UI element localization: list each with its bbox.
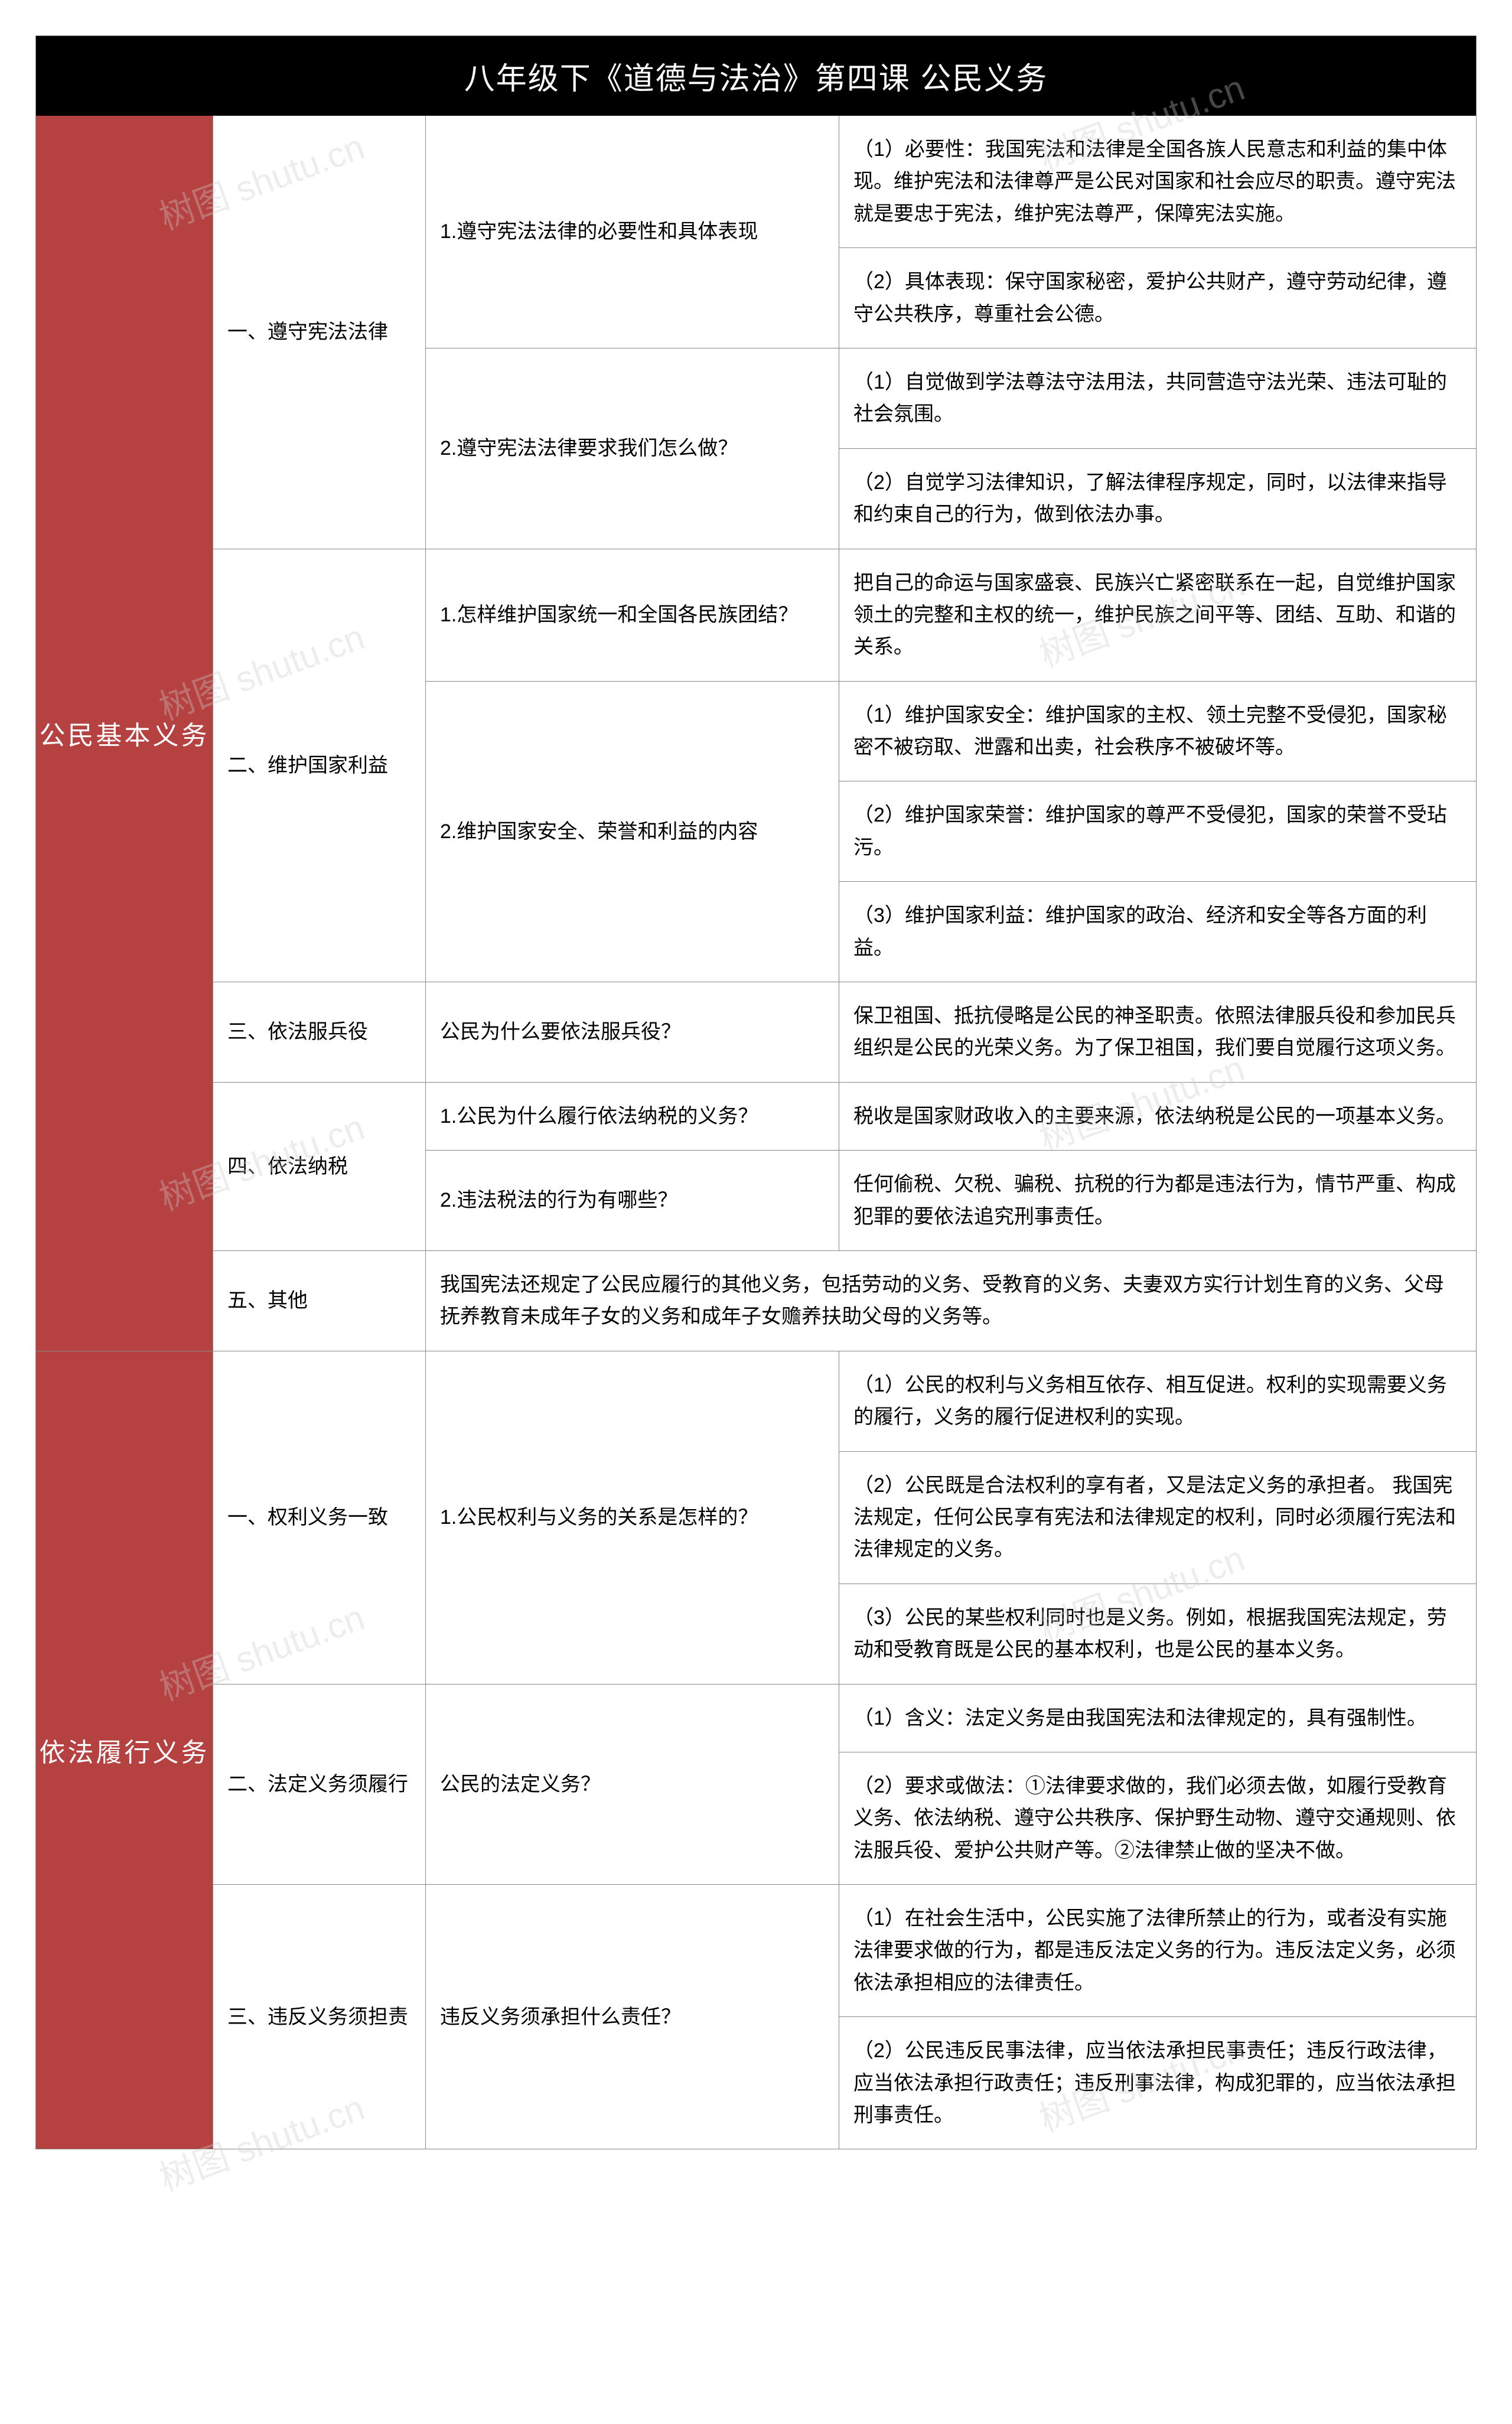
sub-row: 2.维护国家安全、荣誉和利益的内容（1）维护国家安全：维护国家的主权、领土完整不… [426, 681, 1476, 982]
row-topic: 二、维护国家利益 [213, 549, 426, 982]
section-head: 公民基本义务 [36, 116, 213, 1351]
answer-group: 把自己的命运与国家盛衰、民族兴亡紧密联系在一起，自觉维护国家领土的完整和主权的统… [839, 549, 1476, 681]
table-row: 四、依法纳税1.公民为什么履行依法纳税的义务？税收是国家财政收入的主要来源，依法… [213, 1082, 1476, 1250]
table-body: 公民基本义务一、遵守宪法法律1.遵守宪法法律的必要性和具体表现（1）必要性：我国… [36, 116, 1476, 2149]
table-row: 一、权利义务一致1.公民权利与义务的关系是怎样的？（1）公民的权利与义务相互依存… [213, 1351, 1476, 1684]
answer-cell: （1）自觉做到学法尊法守法用法，共同营造守法光荣、违法可耻的社会氛围。 [839, 348, 1476, 448]
answer-cell: （3）维护国家利益：维护国家的政治、经济和安全等各方面的利益。 [839, 881, 1476, 982]
answer-cell: （1）含义：法定义务是由我国宪法和法律规定的，具有强制性。 [839, 1685, 1476, 1752]
sub-row: 1.公民为什么履行依法纳税的义务？税收是国家财政收入的主要来源，依法纳税是公民的… [426, 1083, 1476, 1150]
table-row: 三、违反义务须担责违反义务须承担什么责任？（1）在社会生活中，公民实施了法律所禁… [213, 1884, 1476, 2149]
table-row: 二、法定义务须履行公民的法定义务？（1）含义：法定义务是由我国宪法和法律规定的，… [213, 1684, 1476, 1885]
sub-group: 公民的法定义务？（1）含义：法定义务是由我国宪法和法律规定的，具有强制性。（2）… [426, 1685, 1476, 1885]
sub-row: 1.怎样维护国家统一和全国各民族团结？把自己的命运与国家盛衰、民族兴亡紧密联系在… [426, 549, 1476, 681]
answer-cell: （1）在社会生活中，公民实施了法律所禁止的行为，或者没有实施法律要求做的行为，都… [839, 1885, 1476, 2016]
sub-question: 公民的法定义务？ [426, 1685, 839, 1885]
sub-question: 1.公民为什么履行依法纳税的义务？ [426, 1083, 839, 1150]
answer-group: （1）自觉做到学法尊法守法用法，共同营造守法光荣、违法可耻的社会氛围。（2）自觉… [839, 348, 1476, 549]
row-topic: 三、依法服兵役 [213, 982, 426, 1082]
sub-row: 公民为什么要依法服兵役？保卫祖国、抵抗侵略是公民的神圣职责。依照法律服兵役和参加… [426, 982, 1476, 1082]
sub-question: 2.违法税法的行为有哪些？ [426, 1151, 839, 1250]
sub-row: 公民的法定义务？（1）含义：法定义务是由我国宪法和法律规定的，具有强制性。（2）… [426, 1685, 1476, 1885]
row-topic: 一、遵守宪法法律 [213, 116, 426, 549]
answer-cell: （2）维护国家荣誉：维护国家的尊严不受侵犯，国家的荣誉不受玷污。 [839, 781, 1476, 881]
sub-question: 1.公民权利与义务的关系是怎样的？ [426, 1351, 839, 1684]
outline-table: 八年级下《道德与法治》第四课 公民义务 公民基本义务一、遵守宪法法律1.遵守宪法… [35, 35, 1477, 2149]
sub-row: 2.遵守宪法法律要求我们怎么做？（1）自觉做到学法尊法守法用法，共同营造守法光荣… [426, 348, 1476, 549]
sub-question: 1.遵守宪法法律的必要性和具体表现 [426, 116, 839, 348]
sub-question: 1.怎样维护国家统一和全国各民族团结？ [426, 549, 839, 681]
answer-cell: （2）公民违反民事法律，应当依法承担民事责任；违反行政法律，应当依法承担行政责任… [839, 2016, 1476, 2149]
answer-group: 税收是国家财政收入的主要来源，依法纳税是公民的一项基本义务。 [839, 1083, 1476, 1150]
answer-cell: （2）要求或做法：①法律要求做的，我们必须去做，如履行受教育义务、依法纳税、遵守… [839, 1752, 1476, 1884]
answer-cell: （1）维护国家安全：维护国家的主权、领土完整不受侵犯，国家秘密不被窃取、泄露和出… [839, 682, 1476, 781]
section-content: 一、遵守宪法法律1.遵守宪法法律的必要性和具体表现（1）必要性：我国宪法和法律是… [213, 116, 1476, 1351]
answer-group: （1）在社会生活中，公民实施了法律所禁止的行为，或者没有实施法律要求做的行为，都… [839, 1885, 1476, 2149]
answer-group: 任何偷税、欠税、骗税、抗税的行为都是违法行为，情节严重、构成犯罪的要依法追究刑事… [839, 1151, 1476, 1250]
answer-cell: （2）公民既是合法权利的享有者，又是法定义务的承担者。 我国宪法规定，任何公民享… [839, 1451, 1476, 1584]
table-row: 一、遵守宪法法律1.遵守宪法法律的必要性和具体表现（1）必要性：我国宪法和法律是… [213, 116, 1476, 549]
section-row: 公民基本义务一、遵守宪法法律1.遵守宪法法律的必要性和具体表现（1）必要性：我国… [36, 116, 1476, 1351]
section-row: 依法履行义务一、权利义务一致1.公民权利与义务的关系是怎样的？（1）公民的权利与… [36, 1351, 1476, 2149]
answer-cell: （2）自觉学习法律知识，了解法律程序规定，同时，以法律来指导和约束自己的行为，做… [839, 448, 1476, 549]
sub-question: 2.维护国家安全、荣誉和利益的内容 [426, 682, 839, 982]
answer-group: （1）维护国家安全：维护国家的主权、领土完整不受侵犯，国家秘密不被窃取、泄露和出… [839, 682, 1476, 982]
answer-cell: （2）具体表现：保守国家秘密，爱护公共财产，遵守劳动纪律，遵守公共秩序，尊重社会… [839, 247, 1476, 348]
sub-group: 1.遵守宪法法律的必要性和具体表现（1）必要性：我国宪法和法律是全国各族人民意志… [426, 116, 1476, 549]
row-topic: 一、权利义务一致 [213, 1351, 426, 1684]
answer-cell: 税收是国家财政收入的主要来源，依法纳税是公民的一项基本义务。 [839, 1083, 1476, 1150]
answer-cell: 任何偷税、欠税、骗税、抗税的行为都是违法行为，情节严重、构成犯罪的要依法追究刑事… [839, 1151, 1476, 1250]
answer-cell: 保卫祖国、抵抗侵略是公民的神圣职责。依照法律服兵役和参加民兵组织是公民的光荣义务… [839, 982, 1476, 1082]
answer-cell: （3）公民的某些权利同时也是义务。例如，根据我国宪法规定，劳动和受教育既是公民的… [839, 1584, 1476, 1684]
answer-group: （1）必要性：我国宪法和法律是全国各族人民意志和利益的集中体现。维护宪法和法律尊… [839, 116, 1476, 348]
sub-question: 公民为什么要依法服兵役？ [426, 982, 839, 1082]
answer-group: 保卫祖国、抵抗侵略是公民的神圣职责。依照法律服兵役和参加民兵组织是公民的光荣义务… [839, 982, 1476, 1082]
row-topic: 五、其他 [213, 1251, 426, 1351]
section-head: 依法履行义务 [36, 1351, 213, 2149]
row-topic: 三、违反义务须担责 [213, 1885, 426, 2149]
table-row: 五、其他我国宪法还规定了公民应履行的其他义务，包括劳动的义务、受教育的义务、夫妻… [213, 1250, 1476, 1351]
sub-question: 2.遵守宪法法律要求我们怎么做？ [426, 348, 839, 549]
table-row: 二、维护国家利益1.怎样维护国家统一和全国各民族团结？把自己的命运与国家盛衰、民… [213, 549, 1476, 982]
sub-group: 1.怎样维护国家统一和全国各民族团结？把自己的命运与国家盛衰、民族兴亡紧密联系在… [426, 549, 1476, 982]
sub-question: 违反义务须承担什么责任？ [426, 1885, 839, 2149]
section-content: 一、权利义务一致1.公民权利与义务的关系是怎样的？（1）公民的权利与义务相互依存… [213, 1351, 1476, 2149]
sub-group: 1.公民为什么履行依法纳税的义务？税收是国家财政收入的主要来源，依法纳税是公民的… [426, 1083, 1476, 1250]
row-topic: 二、法定义务须履行 [213, 1685, 426, 1885]
answer-cell: （1）必要性：我国宪法和法律是全国各族人民意志和利益的集中体现。维护宪法和法律尊… [839, 116, 1476, 247]
page-title: 八年级下《道德与法治》第四课 公民义务 [36, 36, 1476, 116]
answer-group: （1）含义：法定义务是由我国宪法和法律规定的，具有强制性。（2）要求或做法：①法… [839, 1685, 1476, 1885]
answer-group: （1）公民的权利与义务相互依存、相互促进。权利的实现需要义务的履行，义务的履行促… [839, 1351, 1476, 1684]
answer-cell: 把自己的命运与国家盛衰、民族兴亡紧密联系在一起，自觉维护国家领土的完整和主权的统… [839, 549, 1476, 681]
sub-row: 违反义务须承担什么责任？（1）在社会生活中，公民实施了法律所禁止的行为，或者没有… [426, 1885, 1476, 2149]
sub-group: 公民为什么要依法服兵役？保卫祖国、抵抗侵略是公民的神圣职责。依照法律服兵役和参加… [426, 982, 1476, 1082]
sub-row: 1.公民权利与义务的关系是怎样的？（1）公民的权利与义务相互依存、相互促进。权利… [426, 1351, 1476, 1684]
table-row: 三、依法服兵役公民为什么要依法服兵役？保卫祖国、抵抗侵略是公民的神圣职责。依照法… [213, 982, 1476, 1082]
sub-row: 2.违法税法的行为有哪些？任何偷税、欠税、骗税、抗税的行为都是违法行为，情节严重… [426, 1150, 1476, 1250]
sub-group: 违反义务须承担什么责任？（1）在社会生活中，公民实施了法律所禁止的行为，或者没有… [426, 1885, 1476, 2149]
sub-group: 1.公民权利与义务的关系是怎样的？（1）公民的权利与义务相互依存、相互促进。权利… [426, 1351, 1476, 1684]
sub-row: 1.遵守宪法法律的必要性和具体表现（1）必要性：我国宪法和法律是全国各族人民意志… [426, 116, 1476, 348]
answer-cell: （1）公民的权利与义务相互依存、相互促进。权利的实现需要义务的履行，义务的履行促… [839, 1351, 1476, 1451]
row-full-content: 我国宪法还规定了公民应履行的其他义务，包括劳动的义务、受教育的义务、夫妻双方实行… [426, 1251, 1476, 1351]
row-topic: 四、依法纳税 [213, 1083, 426, 1250]
